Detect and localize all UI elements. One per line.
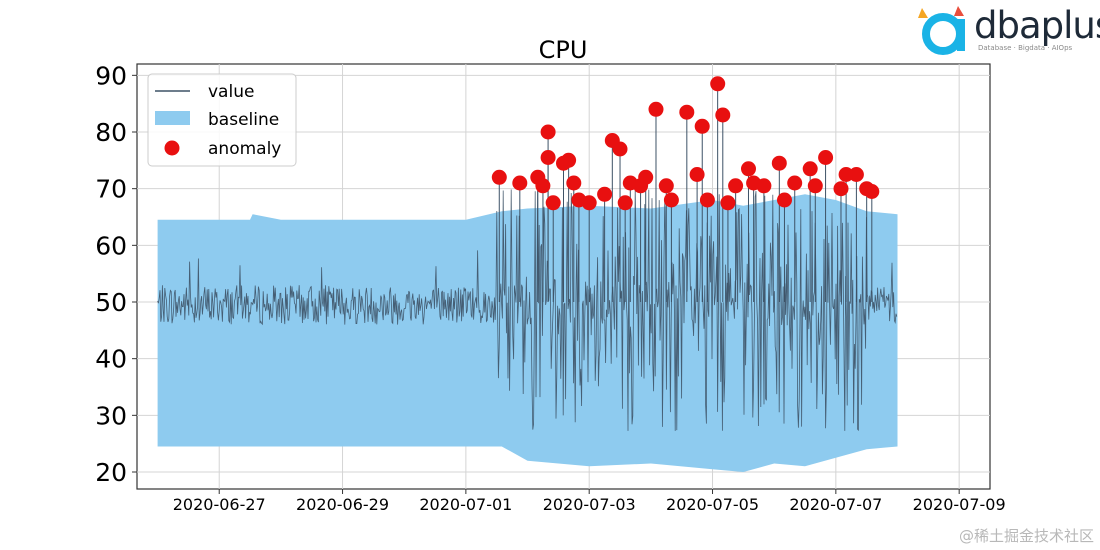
legend-box [147,73,297,167]
x-tick-label: 2020-07-07 [789,495,882,514]
y-tick-label: 80 [95,118,127,147]
watermark: @稀土掘金技术社区 [958,527,1094,545]
x-tick-label: 2020-07-03 [543,495,636,514]
anomaly-point [818,150,834,165]
y-tick-label: 40 [95,345,127,374]
anomaly-point [807,178,823,194]
value-line [157,188,898,432]
anomaly-point [512,175,528,191]
anomaly-point [787,175,803,191]
y-tick-label: 20 [95,458,127,487]
anomaly-point [710,76,726,92]
anomaly-point [728,178,744,194]
chart-title: CPU [539,36,588,64]
x-axis: 2020-06-27 2020-06-29 2020-07-01 2020-07-03… [173,489,1006,514]
anomaly-point [581,195,597,211]
anomaly-point [545,195,561,211]
anomaly-point [741,161,756,177]
anomaly-series [491,76,880,302]
anomaly-point [658,178,674,194]
anomaly-point [491,169,507,185]
logo-mark-icon [918,6,965,55]
y-tick-label: 70 [95,175,127,204]
dbaplus-logo: dbaplus Database · Bigdata · AIOps [916,4,1100,56]
anomaly-point [838,167,854,182]
anomaly-point [771,155,787,171]
x-tick-label: 2020-07-09 [913,495,1006,514]
legend: value baseline anomaly [147,73,297,167]
value-series [157,188,898,432]
anomaly-point [864,184,880,199]
legend-value-label: value [208,82,254,102]
anomaly-point [540,150,556,165]
legend-baseline-label: baseline [208,110,279,130]
y-axis: 20 30 40 50 60 70 80 90 [95,61,137,487]
anomaly-point [694,118,710,134]
y-tick-label: 60 [95,231,127,260]
x-tick-label: 2020-07-05 [666,495,759,514]
anomaly-point [720,195,736,211]
anomaly-point [663,192,679,208]
anomaly-point [715,107,731,123]
anomaly-point [746,175,762,191]
anomaly-point [699,192,715,208]
anomaly-point [540,124,556,140]
anomaly-point [638,169,654,185]
legend-anomaly-label: anomaly [208,139,281,159]
y-tick-label: 90 [95,61,127,90]
anomaly-point [566,175,582,191]
baseline-band-area [157,194,898,473]
anomaly-point [679,104,695,120]
anomaly-point [802,161,818,177]
x-tick-label: 2020-07-01 [419,495,512,514]
anomaly-point [597,186,613,202]
baseline-band [157,194,898,473]
logo-wordmark: dbaplus [974,4,1100,47]
y-tick-label: 30 [95,401,127,430]
x-tick-label: 2020-06-29 [296,495,389,514]
anomaly-point [777,192,792,208]
anomaly-point [848,167,864,182]
legend-baseline-swatch [155,111,190,125]
x-tick-label: 2020-06-27 [173,495,266,514]
anomaly-point [648,101,664,117]
legend-anomaly-swatch [164,140,180,156]
anomaly-point [617,195,633,211]
anomaly-point [612,141,628,157]
anomaly-point [833,181,849,197]
anomaly-point [561,152,577,168]
logo-tagline: Database · Bigdata · AIOps [978,44,1073,52]
anomaly-point [689,167,705,182]
y-tick-label: 50 [95,288,127,317]
anomaly-point [535,178,551,194]
